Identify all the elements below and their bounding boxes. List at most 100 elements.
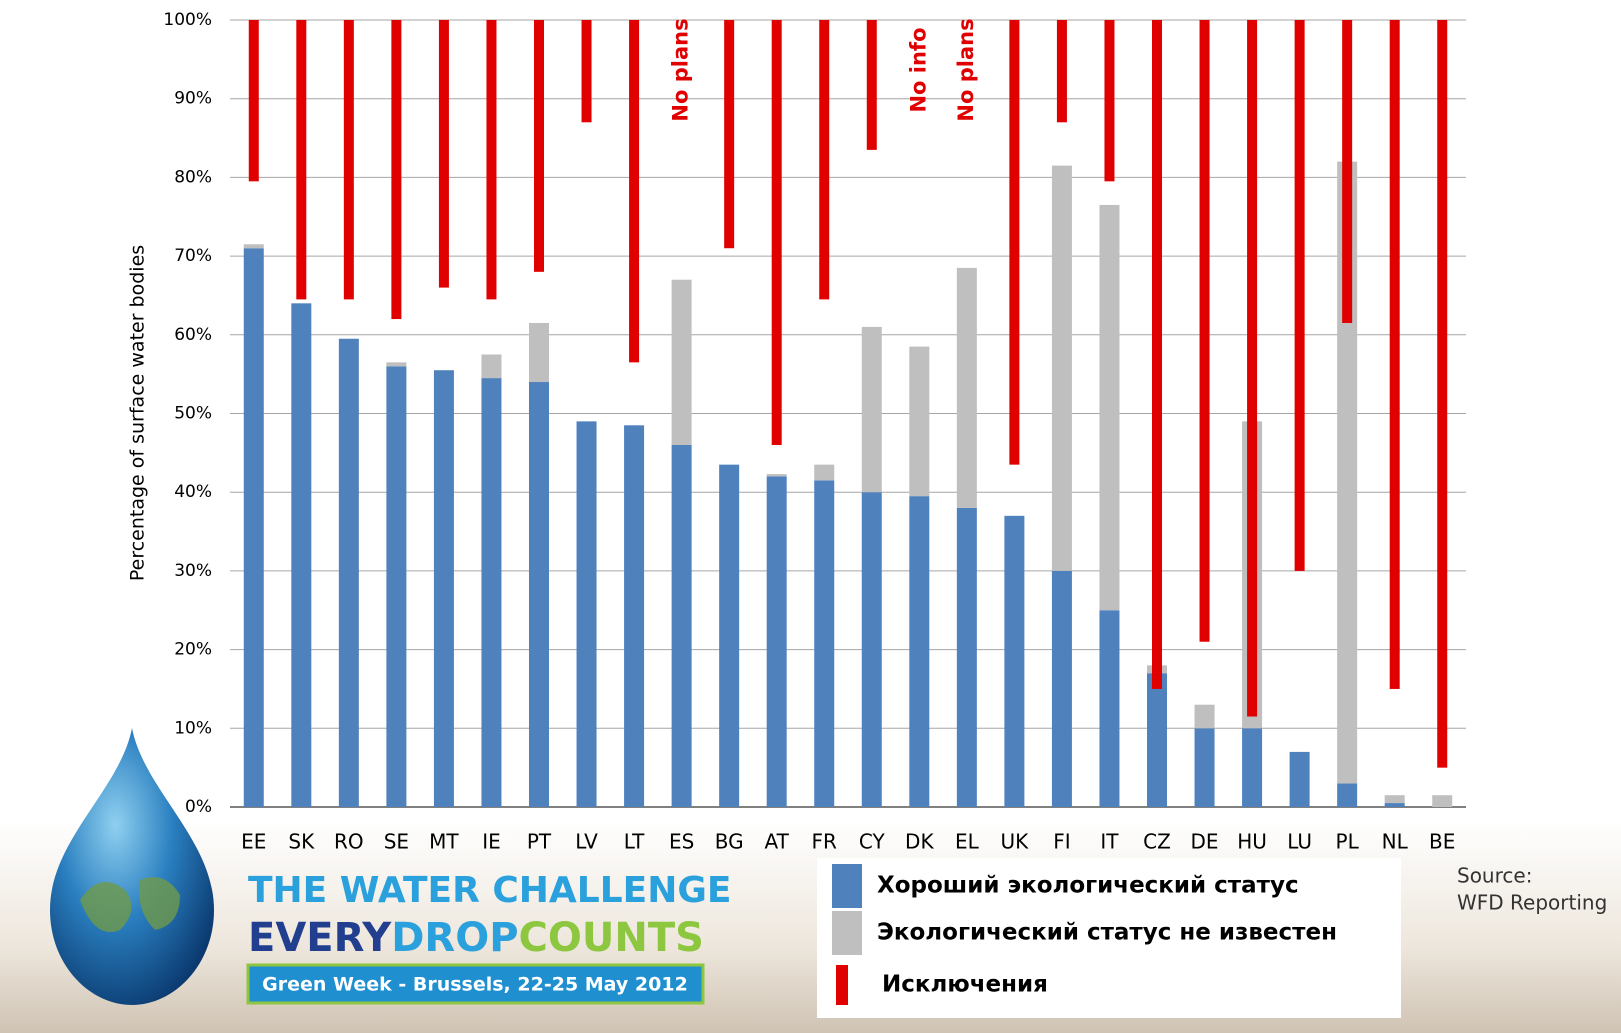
- bar-good: [1290, 752, 1310, 807]
- x-tick-label: IT: [1100, 830, 1119, 854]
- bar-exemption: [867, 20, 877, 150]
- bar-good: [481, 378, 501, 807]
- logo-line1: THE WATER CHALLENGE: [248, 870, 732, 911]
- bar-good: [291, 303, 311, 807]
- bar-exemption: [1200, 20, 1210, 642]
- x-tick-label: SE: [384, 830, 409, 854]
- bar-good: [767, 476, 787, 807]
- bar-unknown: [814, 465, 834, 481]
- bar-unknown: [1195, 705, 1215, 729]
- y-tick-label: 60%: [174, 325, 212, 345]
- y-tick-label: 10%: [174, 718, 212, 738]
- bar-good: [577, 421, 597, 807]
- bar-unknown: [862, 327, 882, 492]
- x-tick-label: IE: [482, 830, 501, 854]
- bar-unknown: [909, 347, 929, 497]
- legend-label: Исключения: [882, 972, 1048, 998]
- x-tick-label: PT: [527, 830, 552, 854]
- y-tick-label: 40%: [174, 482, 212, 502]
- bar-good: [862, 492, 882, 807]
- bar-unknown: [672, 280, 692, 445]
- bar-good: [957, 508, 977, 807]
- logo-part: EVERY: [248, 915, 392, 961]
- bar-unknown: [767, 474, 787, 476]
- bar-good: [244, 248, 264, 807]
- bar-exemption: [486, 20, 496, 299]
- x-tick-label: RO: [334, 830, 364, 854]
- bar-exemption: [1247, 20, 1257, 716]
- legend-label: Хороший экологический статус: [877, 873, 1299, 899]
- x-tick-label: PL: [1336, 830, 1360, 854]
- bar-exemption: [344, 20, 354, 299]
- bar-exemption: [724, 20, 734, 248]
- logo-part: DROP: [391, 915, 518, 961]
- x-tick-label: UK: [1001, 830, 1030, 854]
- bar-exemption: [1295, 20, 1305, 571]
- bar-good: [672, 445, 692, 807]
- bar-exemption: [582, 20, 592, 122]
- chart: Percentage of surface water bodies 0% 10%…: [0, 0, 1621, 1033]
- bar-unknown: [386, 362, 406, 366]
- annotation: No plans: [954, 18, 978, 121]
- annotation: No info: [906, 27, 930, 112]
- bar-exemption: [1104, 20, 1114, 181]
- y-tick-label: 90%: [174, 89, 212, 109]
- x-tick-label: CY: [859, 830, 886, 854]
- x-tick-label: EE: [241, 830, 266, 854]
- bar-good: [909, 496, 929, 807]
- bar-exemption: [629, 20, 639, 362]
- bar-exemption: [391, 20, 401, 319]
- bar-good: [529, 382, 549, 807]
- x-tick-label: BG: [715, 830, 744, 854]
- x-tick-label: ES: [669, 830, 694, 854]
- bar-unknown: [1099, 205, 1119, 610]
- x-tick-label: LV: [575, 830, 598, 854]
- bar-good: [814, 480, 834, 807]
- bar-exemption: [439, 20, 449, 288]
- y-tick-label: 20%: [174, 640, 212, 660]
- annotation: No plans: [669, 18, 693, 121]
- bar-unknown: [244, 244, 264, 248]
- bar-exemption: [249, 20, 259, 181]
- logo-line2: EVERYDROPCOUNTS: [248, 915, 704, 961]
- x-tick-label: CZ: [1143, 830, 1171, 854]
- bar-exemption: [1342, 20, 1352, 323]
- logo-part: COUNTS: [519, 915, 704, 961]
- bar-good: [1147, 673, 1167, 807]
- bar-good: [1385, 803, 1405, 807]
- bar-exemption: [1057, 20, 1067, 122]
- y-axis-label: Percentage of surface water bodies: [127, 245, 149, 581]
- x-tick-label: EL: [955, 830, 980, 854]
- bar-good: [1195, 728, 1215, 807]
- source-label: Source:: [1457, 864, 1532, 888]
- bar-exemption: [1437, 20, 1447, 768]
- source-value: WFD Reporting: [1457, 891, 1607, 915]
- x-tick-label: HU: [1237, 830, 1267, 854]
- x-tick-label: DK: [905, 830, 934, 854]
- bar-good: [434, 370, 454, 807]
- x-tick-label: LT: [624, 830, 645, 854]
- bar-exemption: [296, 20, 306, 299]
- bar-good: [1099, 610, 1119, 807]
- legend-label: Экологический статус не известен: [877, 920, 1337, 946]
- bar-exemption: [772, 20, 782, 445]
- bar-unknown: [957, 268, 977, 508]
- x-tick-label: MT: [429, 830, 459, 854]
- x-tick-label: SK: [288, 830, 315, 854]
- bar-unknown: [1385, 795, 1405, 803]
- x-tick-label: AT: [765, 830, 790, 854]
- bar-good: [386, 366, 406, 807]
- y-tick-label: 0%: [185, 797, 212, 817]
- y-tick-label: 70%: [174, 246, 212, 266]
- x-tick-label: LU: [1287, 830, 1312, 854]
- bar-good: [1004, 516, 1024, 807]
- bar-good: [719, 465, 739, 807]
- x-tick-label: FR: [812, 830, 838, 854]
- bar-good: [1337, 783, 1357, 807]
- x-tick-label: FI: [1053, 830, 1070, 854]
- bar-unknown: [481, 354, 501, 378]
- bar-good: [339, 339, 359, 807]
- legend-swatch: [832, 911, 862, 955]
- page: Percentage of surface water bodies 0% 10%…: [0, 0, 1621, 1033]
- bar-good: [1052, 571, 1072, 807]
